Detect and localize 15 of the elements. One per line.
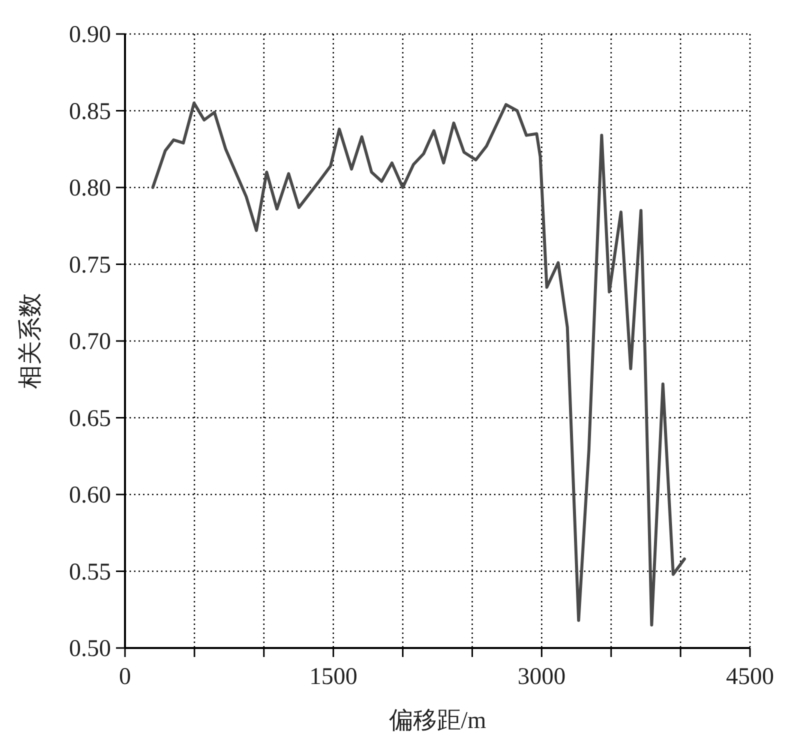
x-tick-label: 3000 [518,664,566,690]
y-tick-label: 0.70 [69,329,111,355]
x-tick-label: 0 [119,664,131,690]
y-tick-label: 0.80 [69,176,111,202]
y-tick-label: 0.90 [69,22,111,48]
y-tick-label: 0.65 [69,406,111,432]
y-axis-title: 相关系数 [17,293,44,389]
y-tick-label: 0.50 [69,636,111,662]
x-axis-title: 偏移距/m [388,708,486,734]
y-tick-label: 0.55 [69,559,111,586]
x-tick-label: 1500 [309,664,358,690]
x-tick-label: 4500 [726,664,774,690]
y-tick-label: 0.75 [69,252,111,278]
y-tick-label: 0.85 [69,98,111,125]
y-tick-label: 0.60 [69,482,111,508]
